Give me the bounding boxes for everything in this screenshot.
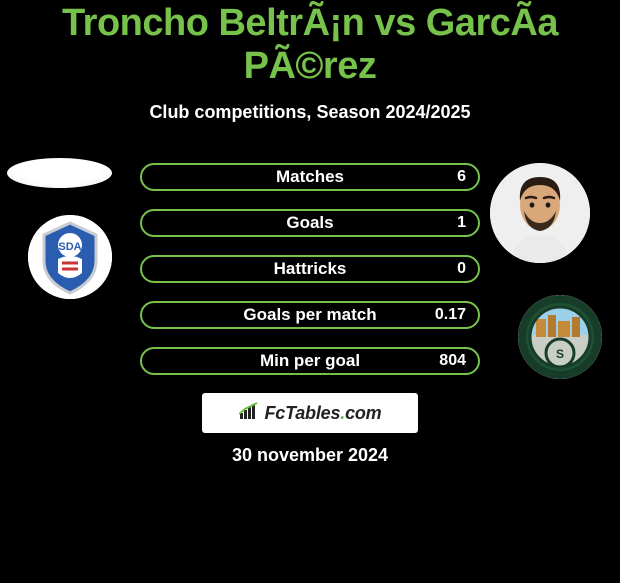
svg-text:SDA: SDA — [58, 241, 81, 253]
stat-right-value: 6 — [457, 168, 466, 186]
comparison-stage: SDA — [0, 123, 620, 583]
stat-right-value: 1 — [457, 214, 466, 232]
stat-right-value: 804 — [439, 352, 466, 370]
player-left-photo — [7, 158, 112, 188]
svg-text:S: S — [556, 347, 564, 361]
stat-label: Goals per match — [243, 305, 376, 325]
brand-text: FcTables.com — [265, 403, 382, 424]
brand-tables: Tables — [285, 403, 340, 423]
stat-row: Hattricks 0 — [140, 255, 480, 283]
stat-row: Min per goal 804 — [140, 347, 480, 375]
stat-right-value: 0 — [457, 260, 466, 278]
stat-row: Goals per match 0.17 — [140, 301, 480, 329]
stat-row: Matches 6 — [140, 163, 480, 191]
stat-label: Min per goal — [260, 351, 360, 371]
stat-row: Goals 1 — [140, 209, 480, 237]
brand-card: FcTables.com — [202, 393, 418, 433]
player-right-photo — [490, 163, 590, 263]
bar-chart-icon — [239, 402, 261, 425]
club-badge-right: S — [518, 295, 602, 379]
subtitle: Club competitions, Season 2024/2025 — [0, 102, 620, 123]
stat-right-value: 0.17 — [435, 306, 466, 324]
snapshot-date: 30 november 2024 — [0, 445, 620, 466]
page-title: Troncho BeltrÃ¡n vs GarcÃ­a PÃ©rez — [0, 2, 620, 88]
brand-suffix: com — [345, 403, 381, 423]
stat-label: Matches — [276, 167, 344, 187]
stat-rows: Matches 6 Goals 1 Hattricks 0 Goals per … — [140, 163, 480, 393]
club-badge-left: SDA — [28, 215, 112, 299]
stat-label: Hattricks — [274, 259, 347, 279]
stat-label: Goals — [286, 213, 333, 233]
brand-fc: Fc — [265, 403, 286, 423]
